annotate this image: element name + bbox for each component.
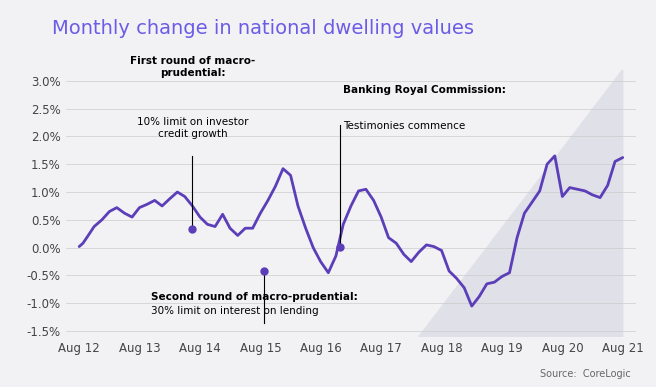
Text: Banking Royal Commission:: Banking Royal Commission: — [343, 85, 506, 95]
Text: Source:  CoreLogic: Source: CoreLogic — [540, 369, 630, 379]
Text: Testimonies commence: Testimonies commence — [343, 121, 466, 131]
Polygon shape — [419, 70, 623, 337]
Text: Monthly change in national dwelling values: Monthly change in national dwelling valu… — [52, 19, 474, 38]
Text: First round of macro-
prudential:: First round of macro- prudential: — [130, 56, 255, 78]
Text: 30% limit on interest on lending: 30% limit on interest on lending — [151, 306, 318, 315]
Text: Second round of macro-prudential:: Second round of macro-prudential: — [151, 292, 358, 302]
Text: 10% limit on investor
credit growth: 10% limit on investor credit growth — [136, 117, 248, 139]
